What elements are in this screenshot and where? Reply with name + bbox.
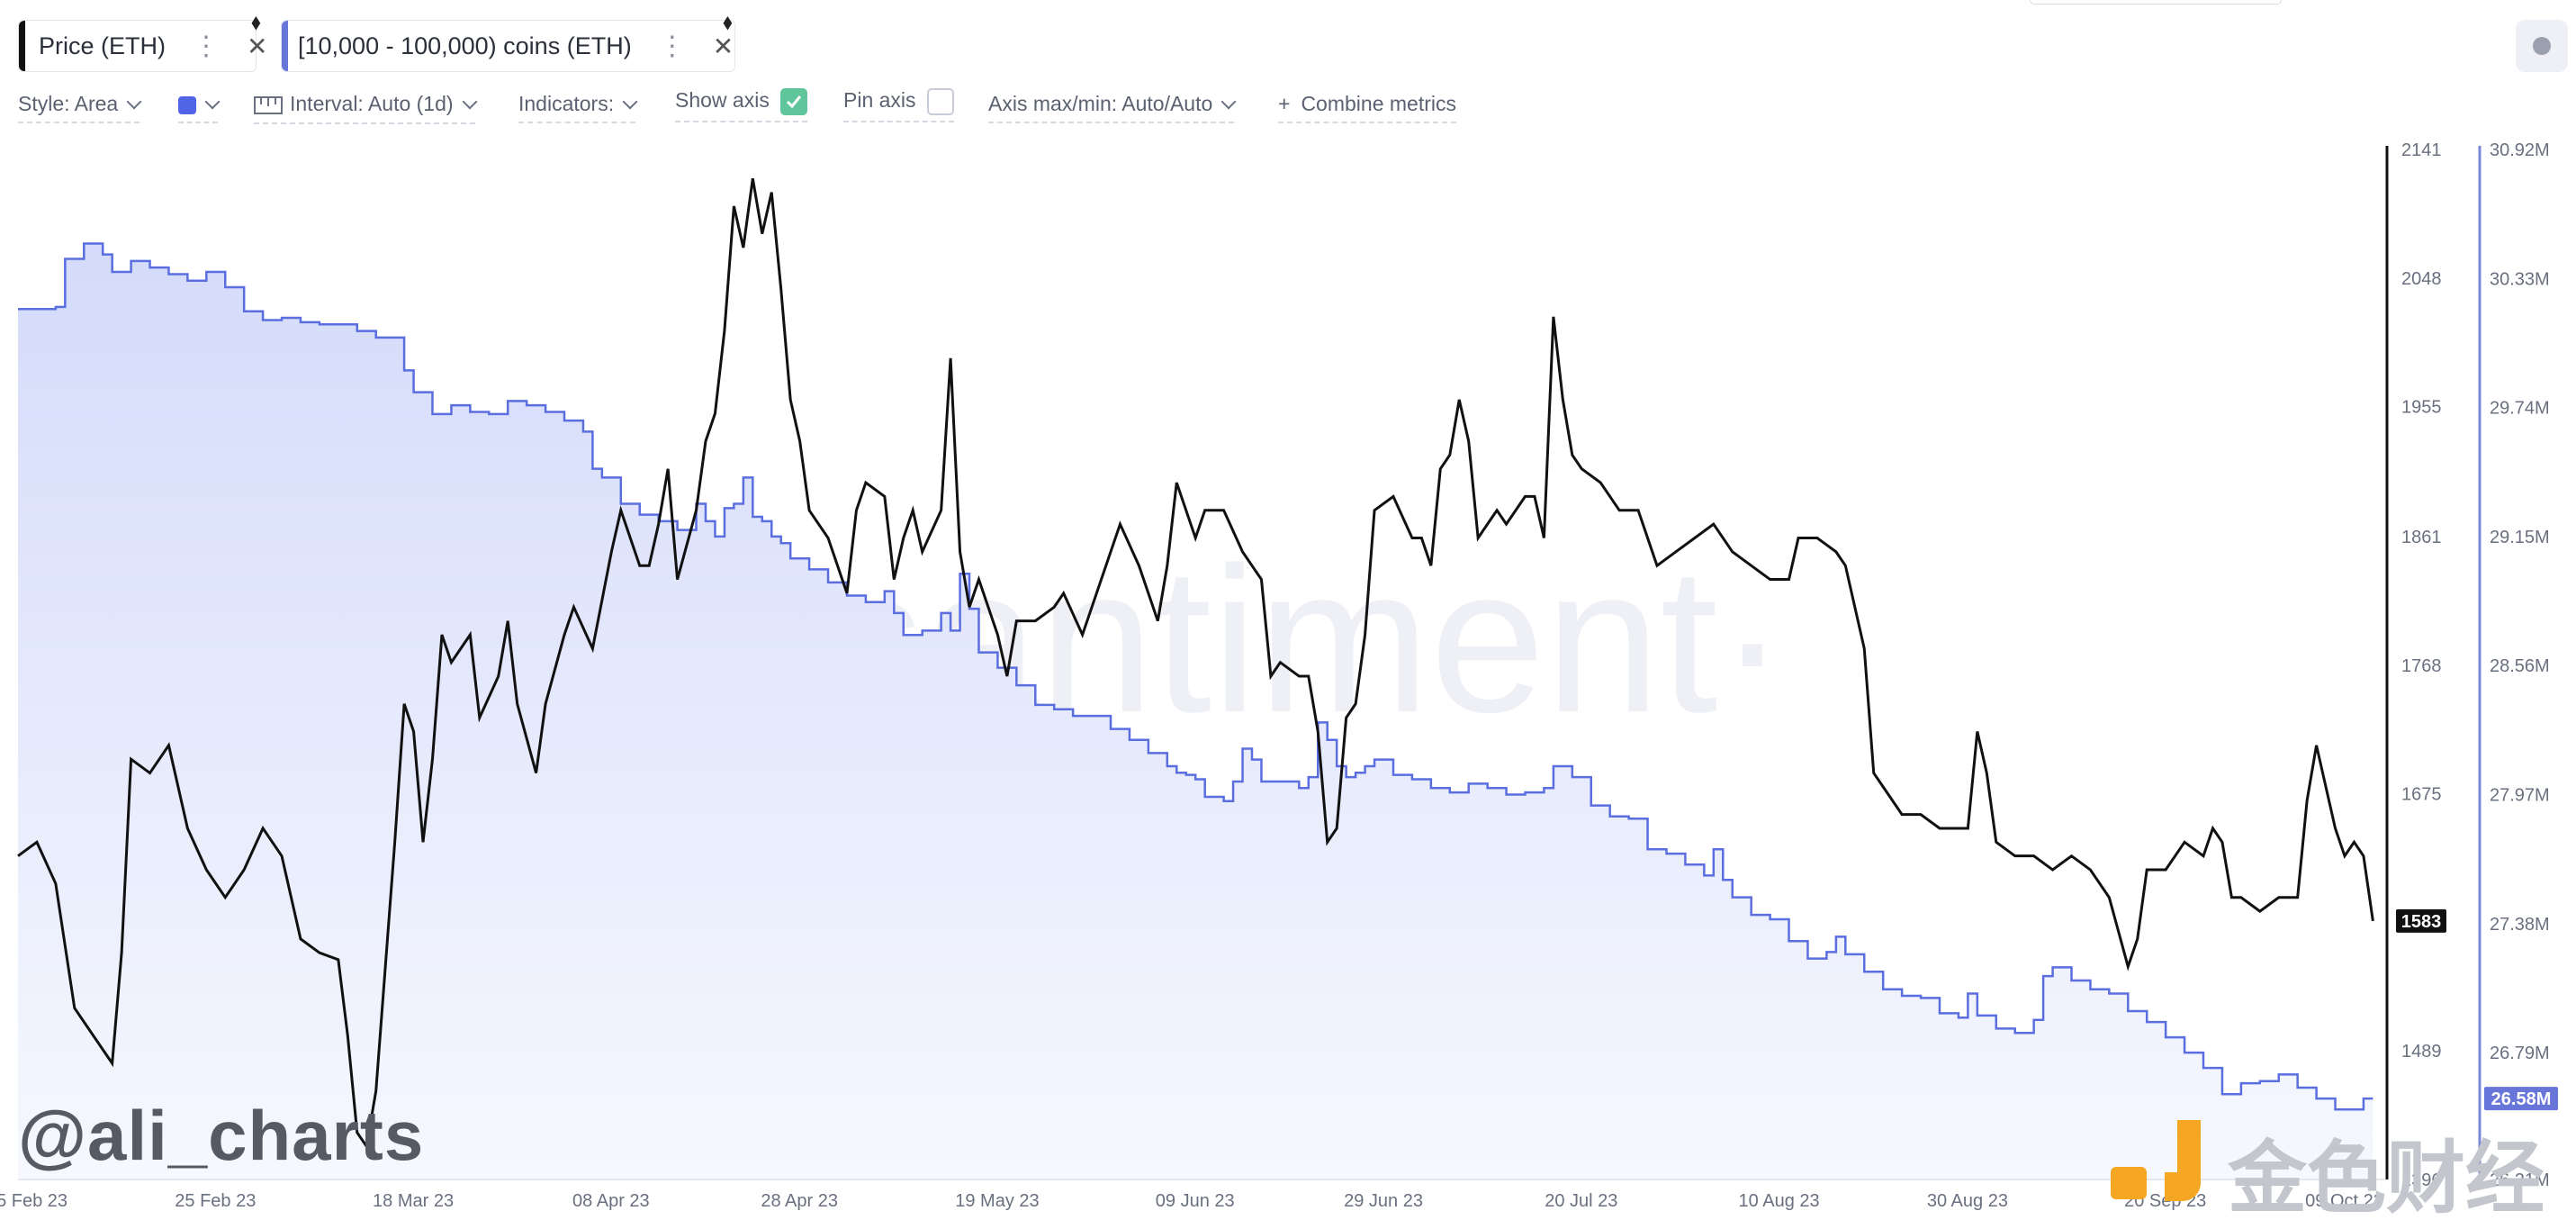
axis-range-select[interactable]: Axis max/min: Auto/Auto [988,92,1237,123]
x-tick-label: 25 Feb 23 [175,1191,256,1211]
x-tick-label: 09 Jun 23 [1156,1191,1235,1211]
price-series-line[interactable] [17,177,2374,1151]
holdings-tick-label: 29.15M [2490,528,2550,547]
jinse-brand-text: 金色财经 [2228,1134,2545,1223]
current-holdings-badge [2484,1087,2558,1111]
x-tick-label: 18 Mar 23 [373,1191,454,1211]
interval-label: Interval: Auto (1d) [290,92,454,115]
pin-axis-toggle[interactable]: Pin axis [843,88,954,122]
holdings-tick-label: 29.74M [2490,399,2550,419]
close-icon[interactable]: ✕ [712,32,734,60]
x-tick-label: 10 Aug 23 [1739,1191,1820,1211]
x-tick-label: 30 Aug 23 [1927,1191,2008,1211]
color-swatch [178,95,196,114]
pin-axis-label: Pin axis [843,88,916,113]
holdings-tick-label: 30.92M [2490,140,2550,160]
more-options-icon[interactable]: ⋮ [658,31,686,61]
x-tick-label: 08 Apr 23 [572,1191,650,1211]
style-select[interactable]: Style: Area [18,92,142,123]
show-axis-toggle[interactable]: Show axis [675,88,807,122]
jinse-logo-icon [2111,1120,2201,1201]
combine-metrics-button[interactable]: + Combine metrics [1278,92,1456,123]
x-tick-label: 29 Jun 23 [1344,1191,1423,1211]
price-tick-label: 1955 [2401,398,2442,418]
tab-color-bar [282,21,288,71]
current-price-label: 1583 [2401,912,2442,932]
current-holdings-label: 26.58M [2491,1089,2552,1109]
price-tick-label: 1768 [2401,656,2442,676]
ethereum-icon: ⬧ [251,10,261,34]
current-price-badge [2396,908,2446,933]
holdings-tick-label: 26.79M [2490,1044,2550,1063]
interval-select[interactable]: Interval: Auto (1d) [254,92,478,124]
holdings-tick-label: 26.21M [2490,1170,2550,1190]
record-icon [2533,37,2551,55]
price-tick-label: 2141 [2401,140,2442,160]
x-tick-label: 20 Jul 23 [1545,1191,1617,1211]
indicators-label: Indicators: [518,92,615,115]
author-watermark: @ali_charts [18,1096,425,1175]
holdings-tick-label: 28.56M [2490,656,2550,676]
axis-range-label: Axis max/min: Auto/Auto [988,92,1213,115]
x-tick-label: 09 Oct 23 [2305,1191,2383,1211]
settings-button[interactable] [2516,20,2568,72]
checkbox-unchecked-icon[interactable] [926,88,954,115]
checkbox-checked-icon[interactable] [779,88,807,115]
price-tick-label: 1861 [2401,528,2442,547]
tab-label: [10,000 - 100,000) coins (ETH) [298,32,632,59]
x-tick-label: 05 Feb 23 [0,1191,68,1211]
tab-color-bar [19,21,25,71]
tab-holders-10k-100k[interactable]: [10,000 - 100,000) coins (ETH) ⋮ ✕ ⬧ [281,10,735,72]
indicators-select[interactable]: Indicators: [518,92,638,123]
checkmark-icon [786,95,801,109]
holdings-series-line[interactable] [18,242,2373,1111]
x-tick-label: 19 May 23 [955,1191,1039,1211]
price-tick-label: 1396 [2401,1170,2442,1190]
more-options-icon[interactable]: ⋮ [193,31,220,61]
show-axis-label: Show axis [675,88,770,113]
close-icon[interactable]: ✕ [247,32,268,60]
price-tick-label: 2048 [2401,269,2442,289]
holdings-tick-label: 30.33M [2490,269,2550,289]
price-tick-label: 1675 [2401,785,2442,805]
color-picker[interactable] [178,92,221,123]
combine-metrics-label: Combine metrics [1301,92,1456,115]
tab-label: Price (ETH) [39,32,166,59]
ethereum-icon: ⬧ [723,10,733,34]
x-tick-label: 28 Apr 23 [761,1191,838,1211]
style-label: Style: Area [18,92,119,115]
holdings-tick-label: 27.97M [2490,786,2550,806]
price-tick-label: 1489 [2401,1042,2442,1062]
holdings-area-fill [18,243,2373,1179]
plus-icon: + [1278,92,1291,115]
tab-price-eth[interactable]: Price (ETH) ⋮ ✕ ⬧ [18,10,267,72]
holdings-tick-label: 27.38M [2490,915,2550,935]
ruler-icon [254,95,283,114]
